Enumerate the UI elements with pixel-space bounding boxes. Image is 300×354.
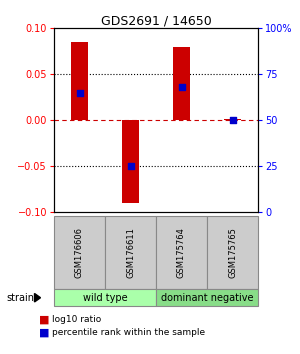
- Title: GDS2691 / 14650: GDS2691 / 14650: [100, 14, 212, 27]
- Text: wild type: wild type: [83, 293, 127, 303]
- Text: ■: ■: [39, 328, 50, 338]
- Point: [77, 90, 82, 96]
- Bar: [70, 42, 88, 120]
- Text: log10 ratio: log10 ratio: [52, 315, 102, 324]
- Text: GSM175764: GSM175764: [177, 227, 186, 278]
- Text: strain: strain: [6, 293, 34, 303]
- Text: percentile rank within the sample: percentile rank within the sample: [52, 328, 206, 337]
- Point: [179, 84, 184, 90]
- Polygon shape: [34, 293, 40, 302]
- Bar: [122, 120, 140, 203]
- Point: [230, 118, 235, 123]
- Text: GSM176611: GSM176611: [126, 227, 135, 278]
- Point: [128, 164, 133, 169]
- Text: GSM175765: GSM175765: [228, 227, 237, 278]
- Text: ■: ■: [39, 314, 50, 324]
- Text: dominant negative: dominant negative: [161, 293, 253, 303]
- Bar: [172, 47, 190, 120]
- Bar: [224, 119, 242, 120]
- Text: GSM176606: GSM176606: [75, 227, 84, 278]
